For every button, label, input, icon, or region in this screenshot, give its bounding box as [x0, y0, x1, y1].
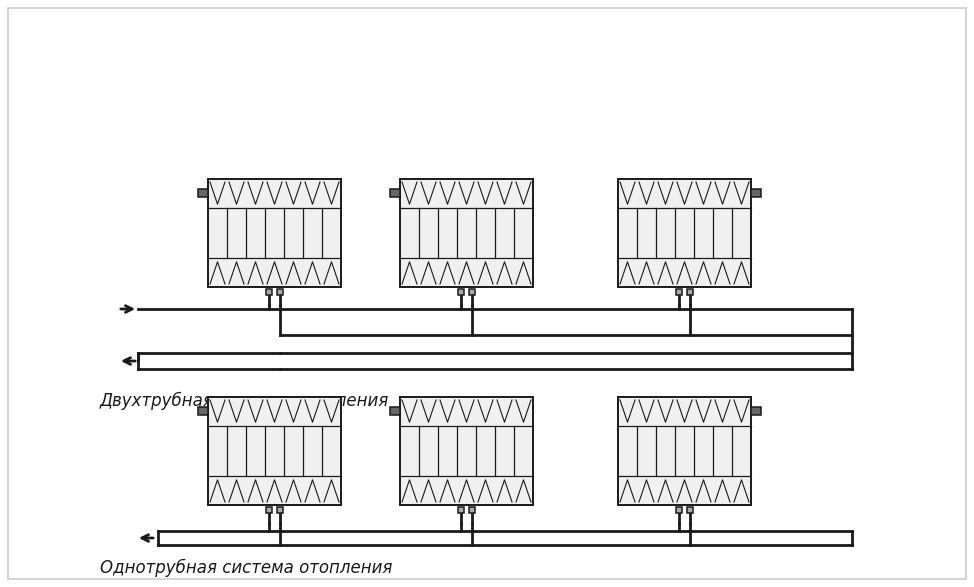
Bar — [277, 507, 283, 513]
Bar — [390, 189, 400, 197]
Bar — [400, 179, 533, 287]
Bar — [458, 289, 464, 295]
Bar — [390, 407, 400, 415]
Text: Двухтрубная система отопления: Двухтрубная система отопления — [100, 392, 390, 410]
Bar — [618, 179, 751, 287]
Bar — [208, 397, 341, 505]
Bar — [198, 407, 208, 415]
Bar — [469, 289, 475, 295]
Bar — [266, 289, 272, 295]
Bar — [198, 189, 208, 197]
Bar — [676, 289, 682, 295]
Bar — [208, 179, 341, 287]
Text: Однотрубная система отопления: Однотрубная система отопления — [100, 559, 393, 577]
Bar — [687, 289, 693, 295]
Bar — [676, 507, 682, 513]
Bar — [687, 507, 693, 513]
Bar — [751, 189, 761, 197]
Bar — [458, 507, 464, 513]
Bar — [469, 507, 475, 513]
Bar — [618, 397, 751, 505]
Bar — [400, 397, 533, 505]
Bar — [266, 507, 272, 513]
Bar — [751, 407, 761, 415]
Bar — [277, 289, 283, 295]
